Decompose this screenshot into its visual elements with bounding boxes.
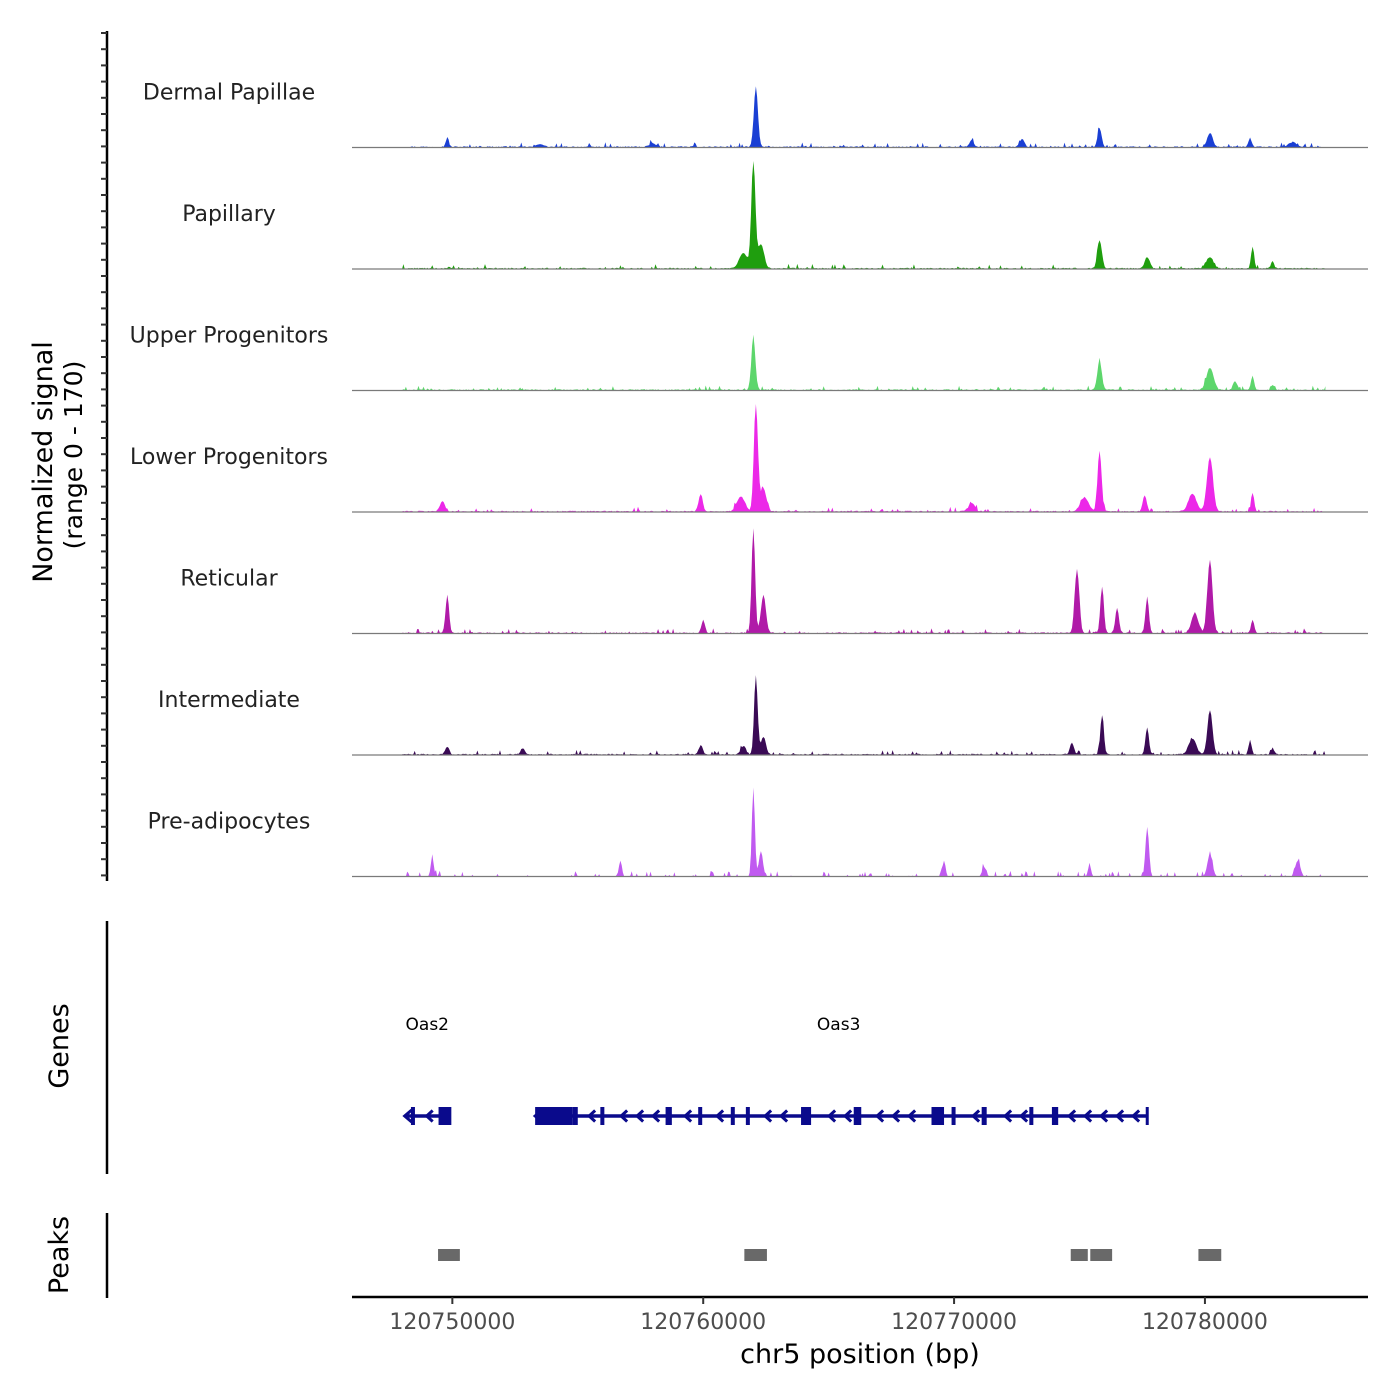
peak-region [744,1249,767,1261]
strand-arrows [402,1107,452,1125]
track-6: Pre-adipocytes [148,787,1368,878]
peak-regions [438,1249,1222,1261]
signal-area [402,86,1326,148]
exon [951,1107,956,1125]
signal-area [402,675,1326,755]
gene-annotations: Oas2 Oas3 [402,1015,1149,1125]
genes-track-label: Genes [44,1003,75,1088]
strand-arrows [532,1107,1149,1125]
signal-area [402,528,1326,634]
signal-area [402,161,1326,269]
y-axis-label-line2: (range 0 - 170) [59,361,88,550]
track-0: Dermal Papillae [143,81,1368,149]
x-tick-label: 120760000 [640,1310,766,1335]
track-5: Intermediate [158,675,1368,756]
track-3: Lower Progenitors [130,404,1368,513]
x-tick-label: 120780000 [1142,1310,1268,1335]
gene-oas2: Oas2 [402,1015,452,1125]
exon [745,1107,750,1125]
track-2: Upper Progenitors [130,324,1368,392]
signal-area [402,334,1326,391]
track-label: Papillary [182,202,276,227]
exon [730,1107,735,1125]
track-label: Dermal Papillae [143,81,315,106]
exon [1029,1107,1034,1125]
exon [600,1107,605,1125]
signal-area [402,404,1326,512]
gene-label: Oas3 [817,1015,860,1035]
exon [438,1107,449,1125]
exon [698,1107,703,1125]
peak-region [438,1249,460,1261]
y-axis-label-line1: Normalized signal [28,341,59,583]
gene-label: Oas2 [406,1015,449,1035]
x-axis-ticks: 120750000 120760000 120770000 120780000 [389,1297,1268,1335]
exon [665,1107,672,1125]
exon [981,1107,987,1125]
signal-tracks: Dermal Papillae Papillary Upper Progenitor… [130,81,1368,878]
x-tick-label: 120750000 [389,1310,515,1335]
gene-oas3: Oas3 [532,1015,1149,1125]
exon [931,1107,945,1125]
signal-area [402,787,1326,877]
peak-region [1090,1249,1113,1261]
track-1: Papillary [182,161,1368,270]
exon [801,1107,812,1125]
exon [535,1107,573,1125]
peaks-track-label: Peaks [44,1216,75,1294]
exon [410,1107,415,1125]
track-label: Reticular [180,567,278,592]
peak-region [1198,1249,1222,1261]
exon [1051,1107,1059,1125]
peak-region [1070,1249,1088,1261]
track-label: Pre-adipocytes [148,810,311,835]
track-4: Reticular [180,528,1368,635]
x-axis-label: chr5 position (bp) [740,1339,980,1370]
exon [853,1107,862,1125]
signal-y-axis [101,31,109,881]
track-label: Upper Progenitors [130,324,329,349]
track-label: Lower Progenitors [130,445,328,470]
exon [572,1107,578,1125]
x-tick-label: 120770000 [891,1310,1017,1335]
track-label: Intermediate [158,688,300,713]
